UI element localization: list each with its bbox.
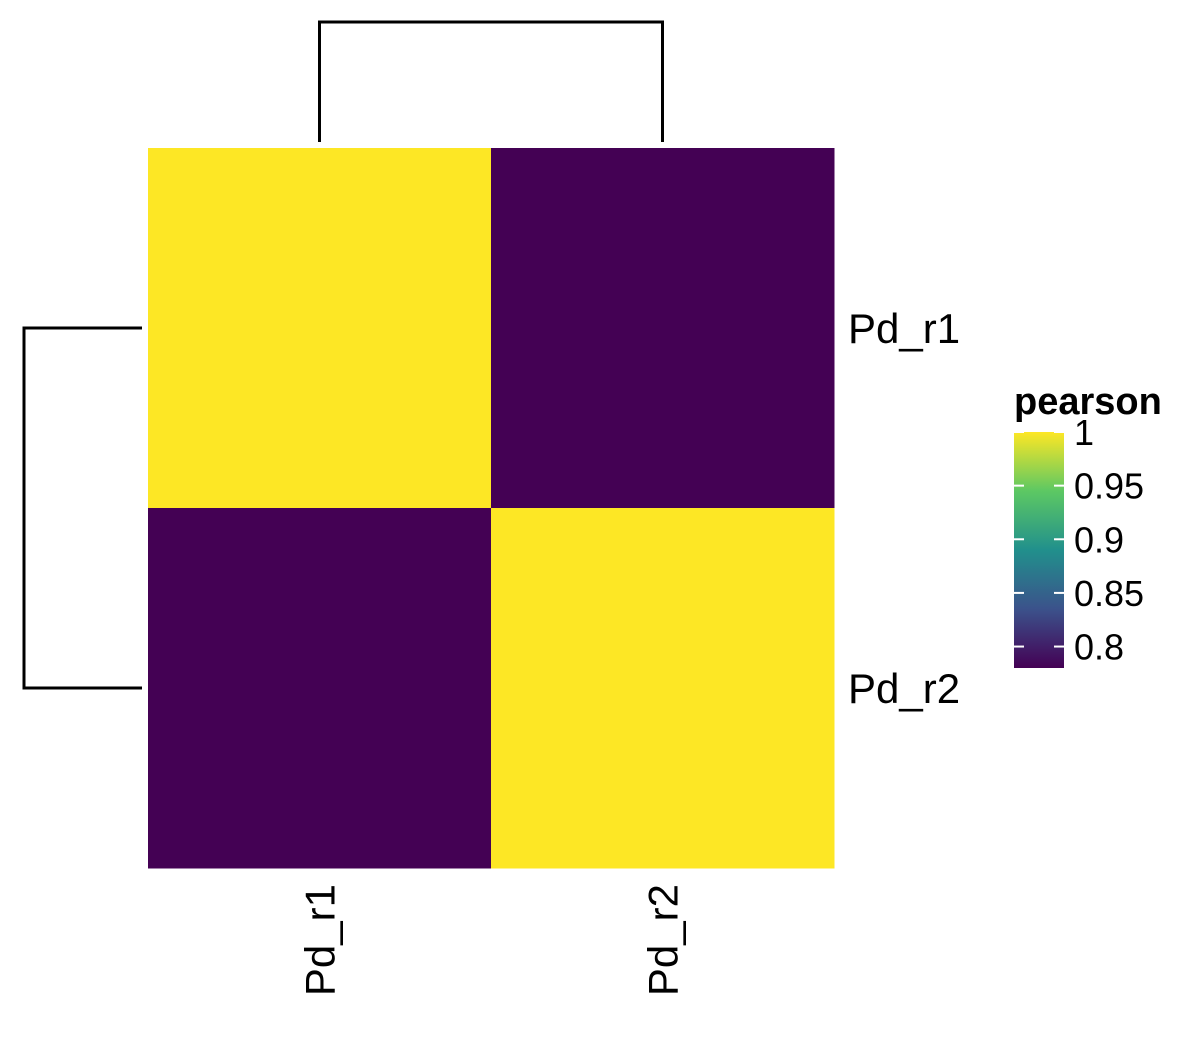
column-label: Pd_r2	[640, 884, 687, 996]
column-dendrogram-branch	[318, 20, 664, 142]
heatmap-cell-Pd_r2-Pd_r1	[148, 508, 492, 869]
row-dendrogram-branch	[22, 326, 142, 690]
heatmap-cell-Pd_r1-Pd_r1	[148, 148, 492, 509]
heatmap-cell-Pd_r2-Pd_r2	[491, 508, 835, 869]
legend-ticks: 1 0.95 0.9 0.85 0.8	[1014, 412, 1144, 668]
legend-tick-label: 0.95	[1074, 466, 1144, 507]
row-dendrogram	[22, 326, 142, 690]
legend-tick-label: 0.8	[1074, 627, 1124, 668]
row-label: Pd_r1	[848, 305, 960, 352]
row-labels: Pd_r1 Pd_r2	[848, 305, 960, 712]
legend-tick-label: 0.85	[1074, 573, 1144, 614]
legend-tick-label: 0.9	[1074, 519, 1124, 560]
legend-title: pearson	[1014, 381, 1162, 423]
column-label: Pd_r1	[297, 884, 344, 996]
row-label: Pd_r2	[848, 665, 960, 712]
column-labels: Pd_r1 Pd_r2	[297, 884, 687, 996]
legend-colorbar	[1014, 432, 1064, 668]
heatmap-cells	[148, 148, 835, 869]
heatmap-cell-Pd_r1-Pd_r2	[491, 148, 835, 509]
column-dendrogram	[318, 20, 664, 142]
legend-tick-label: 1	[1074, 412, 1094, 453]
color-legend: pearson 1 0.95 0.9 0.85 0.8	[1014, 381, 1162, 668]
